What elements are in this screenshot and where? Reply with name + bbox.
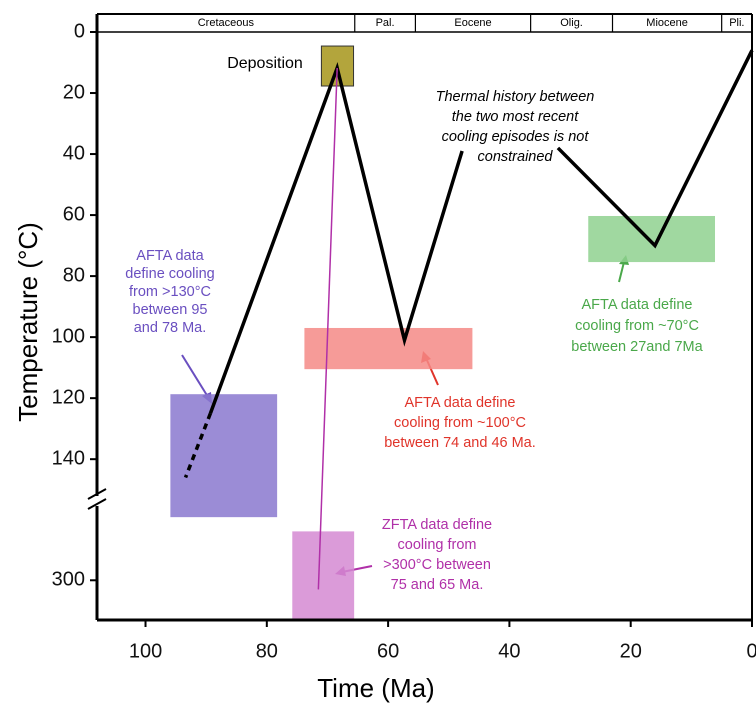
annotation: >300°C between [383,557,491,573]
y-tick-label: 80 [63,264,85,286]
annotation: cooling from ~70°C [575,318,699,334]
y-tick-label: 60 [63,203,85,225]
epoch-label: Miocene [646,17,688,29]
history-line [183,412,213,479]
annotation: between 27and 7Ma [571,339,703,355]
epoch-label: Pli. [729,17,744,29]
x-tick-label: 40 [498,640,520,662]
y-tick-label: 100 [52,325,85,347]
y-axis-title: Temperature (°C) [13,222,43,422]
annotation: cooling from ~100°C [394,415,526,431]
epoch-label: Eocene [454,17,491,29]
annotation: 75 and 65 Ma. [391,577,484,593]
data-box [292,531,355,620]
annotation: define cooling [125,266,215,282]
y-tick-label: 0 [74,20,85,42]
annotation: cooling episodes is not [442,129,590,145]
annotation: and 78 Ma. [134,320,207,336]
annotation: AFTA data define [405,395,516,411]
history-line [208,49,754,415]
y-tick-label: 40 [63,142,85,164]
data-box [588,215,716,263]
data-box [304,327,473,370]
epoch-label: Olig. [560,17,583,29]
y-tick-label: 20 [63,81,85,103]
annotation: Deposition [227,55,303,72]
annotation: AFTA data [136,248,204,264]
x-tick-label: 60 [377,640,399,662]
annotation: between 95 [133,302,208,318]
annotation: ZFTA data define [382,517,492,533]
epoch-label: Cretaceous [198,17,255,29]
x-tick-label: 100 [129,640,162,662]
annotation: the two most recent [452,109,579,125]
annotation: from >130°C [129,284,211,300]
annotation: between 74 and 46 Ma. [384,435,536,451]
x-tick-label: 80 [256,640,278,662]
epoch-label: Pal. [376,17,395,29]
history-line [317,67,338,590]
data-box [170,394,278,518]
y-tick-label: 120 [52,386,85,408]
break-mark [87,488,107,500]
annotation: cooling from [398,537,477,553]
x-tick-label: 0 [746,640,756,662]
break-mark [87,498,107,510]
annotation: constrained [478,149,554,165]
y-tick-label: 300 [52,569,85,591]
x-tick-label: 20 [620,640,642,662]
y-tick-label: 140 [52,447,85,469]
annotation: AFTA data define [582,297,693,313]
x-axis-title: Time (Ma) [317,673,434,703]
annotation: Thermal history between [436,89,595,105]
frame [87,13,753,622]
